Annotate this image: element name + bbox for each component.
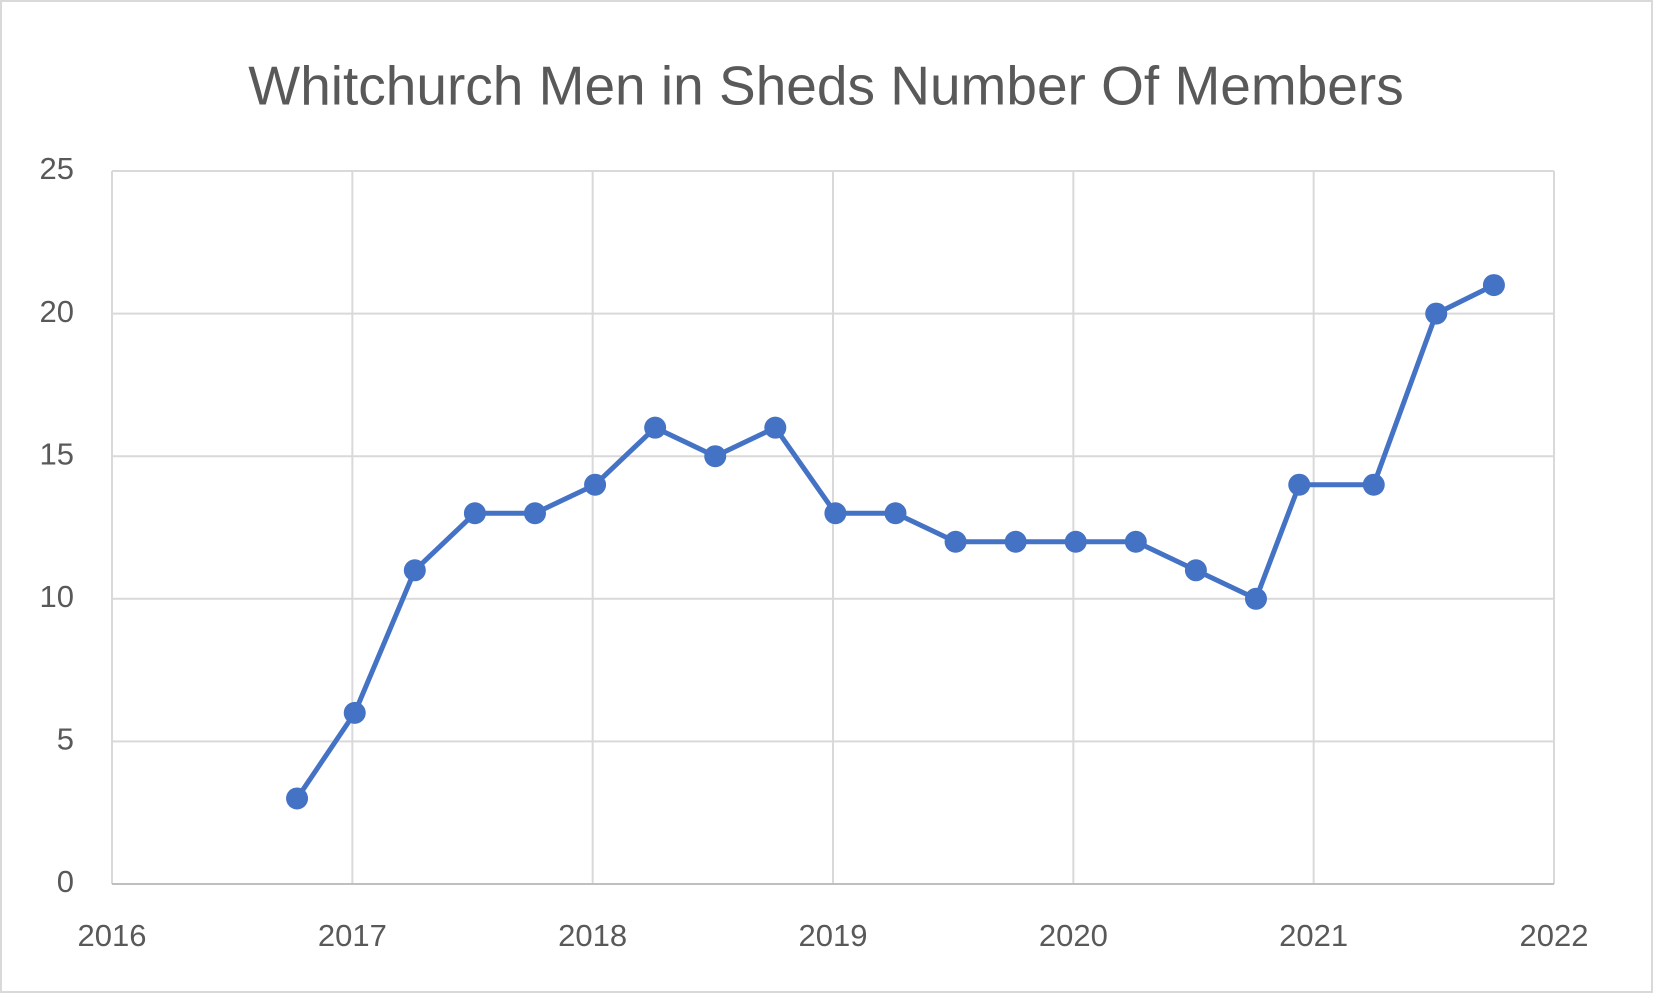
point: [1362, 473, 1385, 496]
x-tick-label: 2019: [799, 918, 868, 953]
y-tick-label: 15: [40, 436, 74, 471]
y-tick-label: 25: [40, 151, 74, 186]
x-tick-label: 2017: [318, 918, 387, 953]
point: [824, 502, 847, 525]
point: [343, 701, 366, 724]
point: [1124, 530, 1147, 553]
chart-title: Whitchurch Men in Sheds Number Of Member…: [248, 55, 1403, 117]
y-tick-label: 20: [40, 294, 74, 329]
x-tick-label: 2022: [1520, 918, 1589, 953]
x-tick-label: 2016: [78, 918, 147, 953]
point: [944, 530, 967, 553]
point: [644, 416, 667, 439]
x-tick-label: 2018: [558, 918, 627, 953]
point: [764, 416, 787, 439]
point: [1004, 530, 1027, 553]
y-tick-label: 5: [57, 722, 74, 757]
x-tick-label: 2021: [1279, 918, 1348, 953]
x-tick-label: 2020: [1039, 918, 1108, 953]
point: [1482, 274, 1505, 297]
point: [286, 787, 309, 810]
point: [1425, 302, 1448, 325]
point: [884, 502, 907, 525]
point: [463, 502, 486, 525]
point: [1288, 473, 1311, 496]
point: [1064, 530, 1087, 553]
y-tick-label: 10: [40, 579, 74, 614]
point: [584, 473, 607, 496]
point: [1184, 559, 1207, 582]
point: [704, 445, 727, 468]
point: [1244, 587, 1267, 610]
point: [523, 502, 546, 525]
y-tick-label: 0: [57, 864, 74, 899]
point: [403, 559, 426, 582]
